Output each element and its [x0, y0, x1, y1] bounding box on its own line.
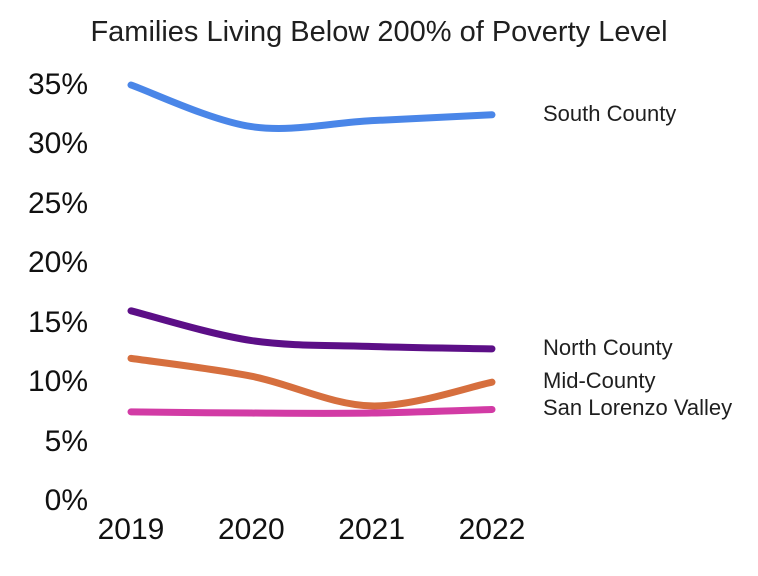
y-tick-label: 10% [27, 365, 88, 399]
y-tick-label: 5% [44, 424, 88, 458]
series-line [127, 405, 496, 417]
series-line [127, 354, 496, 410]
y-tick-label: 25% [27, 186, 88, 220]
x-tick-label: 2020 [217, 513, 285, 546]
series-label: Mid-County [543, 368, 656, 394]
series-label: South County [543, 100, 677, 126]
series-line [127, 81, 496, 132]
y-tick-label: 30% [27, 127, 88, 161]
y-tick-label: 35% [27, 68, 88, 101]
y-tick-label: 20% [27, 246, 88, 280]
x-tick-label: 2021 [338, 513, 406, 546]
series-label: San Lorenzo Valley [543, 395, 733, 421]
y-tick-label: 0% [44, 484, 88, 517]
x-tick-label: 2022 [458, 513, 526, 546]
y-tick-label: 15% [27, 305, 88, 339]
series-line [127, 307, 496, 353]
series-label: North County [543, 334, 673, 360]
x-tick-label: 2019 [97, 513, 165, 546]
chart-title: Families Living Below 200% of Poverty Le… [90, 16, 668, 48]
